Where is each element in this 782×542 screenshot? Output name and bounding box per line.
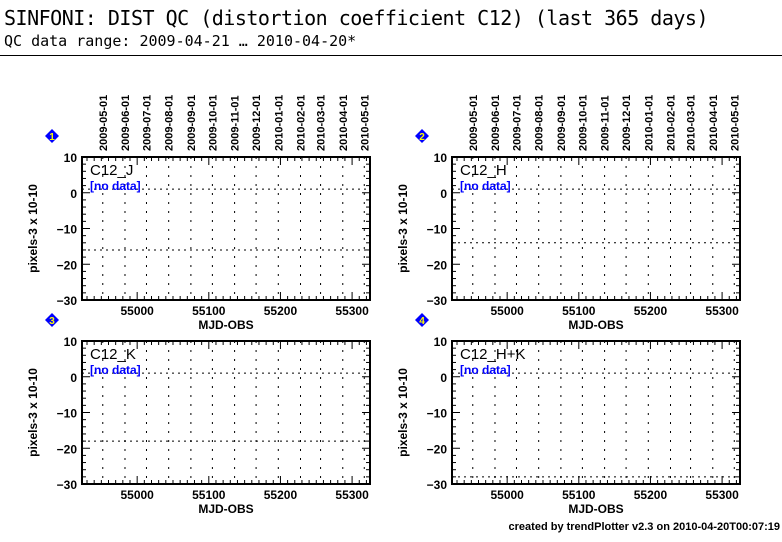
panel-label: C12_H <box>460 162 507 179</box>
x-tick-label: 55200 <box>264 488 298 502</box>
x-axis-label: MJD-OBS <box>568 502 623 516</box>
y-tick-label: −10 <box>427 407 448 421</box>
date-tick-label: 2010-05-01 <box>729 95 741 151</box>
y-axis-label: pixels-3 x 10-10 <box>396 368 410 457</box>
y-tick-label: −20 <box>427 442 448 456</box>
footer-credit: created by trendPlotter v2.3 on 2010-04-… <box>508 521 780 533</box>
y-tick-label: −20 <box>57 258 78 272</box>
x-tick-label: 55000 <box>490 304 524 318</box>
panel-1: 55000 55100 55200 55300 10 0 −10 −20 −30 MJD-OBS p… <box>26 95 371 332</box>
x-axis-label: MJD-OBS <box>198 318 253 332</box>
x-tick-label: 55200 <box>634 304 668 318</box>
x-tick-label: 55100 <box>562 304 596 318</box>
y-tick-label: −20 <box>427 258 448 272</box>
date-tick-label: 2009-10-01 <box>207 95 219 151</box>
title-divider <box>0 55 782 56</box>
date-tick-label: 2010-01-01 <box>643 95 655 151</box>
x-tick-label: 55100 <box>192 304 226 318</box>
x-tick-label: 55300 <box>705 488 739 502</box>
panel-4: 55000 55100 55200 55300 10 0 −10 −20 −30 MJD-OBS p… <box>396 313 741 516</box>
y-tick-label: 0 <box>70 371 77 385</box>
x-tick-label: 55100 <box>562 488 596 502</box>
date-tick-label: 2009-10-01 <box>577 95 589 151</box>
panel-number-badge-icon <box>45 129 59 143</box>
x-tick-label: 55000 <box>120 488 154 502</box>
date-tick-label: 2009-06-01 <box>120 95 132 151</box>
y-tick-label: 10 <box>64 151 78 165</box>
y-tick-label: 0 <box>440 371 447 385</box>
x-tick-label: 55200 <box>634 488 668 502</box>
panel-number-badge-icon <box>415 313 429 327</box>
y-tick-label: 0 <box>70 187 77 201</box>
y-tick-label: 0 <box>440 187 447 201</box>
date-tick-label: 2009-09-01 <box>186 95 198 151</box>
date-tick-label: 2009-08-01 <box>164 95 176 151</box>
no-data-label: [no data] <box>90 179 141 193</box>
y-tick-label: 10 <box>434 151 448 165</box>
panel-2: 55000 55100 55200 55300 10 0 −10 −20 −30 MJD-OBS p… <box>396 95 741 332</box>
no-data-label: [no data] <box>460 179 511 193</box>
y-tick-label: −30 <box>57 294 78 308</box>
y-tick-label: −30 <box>57 478 78 492</box>
x-tick-label: 55000 <box>120 304 154 318</box>
date-tick-label: 2009-12-01 <box>621 95 633 151</box>
date-tick-label: 2010-04-01 <box>708 95 720 151</box>
panel-number: 3 <box>49 316 55 327</box>
x-tick-label: 55000 <box>490 488 524 502</box>
panel-number: 1 <box>49 132 55 143</box>
no-data-label: [no data] <box>90 363 141 377</box>
date-tick-label: 2010-05-01 <box>359 95 371 151</box>
date-tick-label: 2009-07-01 <box>511 95 523 151</box>
date-tick-label: 2010-01-01 <box>273 95 285 151</box>
date-tick-label: 2010-02-01 <box>296 95 308 151</box>
date-tick-label: 2009-07-01 <box>141 95 153 151</box>
y-axis-label: pixels-3 x 10-10 <box>26 368 40 457</box>
no-data-label: [no data] <box>460 363 511 377</box>
y-tick-label: −10 <box>427 223 448 237</box>
x-tick-label: 55300 <box>335 304 369 318</box>
x-tick-label: 55100 <box>192 488 226 502</box>
date-tick-label: 2010-03-01 <box>686 95 698 151</box>
panel-number: 4 <box>419 316 425 327</box>
date-tick-label: 2009-05-01 <box>98 95 110 151</box>
date-tick-label: 2009-11-01 <box>230 95 242 151</box>
panel-number: 2 <box>419 132 425 143</box>
panel-number-badge-icon <box>45 313 59 327</box>
date-tick-label: 2009-11-01 <box>600 95 612 151</box>
y-tick-label: −30 <box>427 478 448 492</box>
x-tick-label: 55300 <box>335 488 369 502</box>
panel-3: 55000 55100 55200 55300 10 0 −10 −20 −30 MJD-OBS p… <box>26 313 371 516</box>
y-tick-label: −10 <box>57 223 78 237</box>
y-axis-label: pixels-3 x 10-10 <box>26 184 40 273</box>
date-tick-label: 2009-05-01 <box>468 95 480 151</box>
date-tick-label: 2010-04-01 <box>338 95 350 151</box>
y-tick-label: −20 <box>57 442 78 456</box>
y-tick-label: −10 <box>57 407 78 421</box>
page-subtitle: QC data range: 2009-04-21 … 2010-04-20* <box>4 32 357 50</box>
panel-number-badge-icon <box>415 129 429 143</box>
y-tick-label: −30 <box>427 294 448 308</box>
y-tick-label: 10 <box>64 335 78 349</box>
x-axis-label: MJD-OBS <box>568 318 623 332</box>
panel-label: C12_H+K <box>460 346 525 363</box>
date-tick-label: 2009-09-01 <box>556 95 568 151</box>
x-axis-label: MJD-OBS <box>198 502 253 516</box>
page-title: SINFONI: DIST QC (distortion coefficient… <box>4 6 709 30</box>
panel-label: C12_K <box>90 346 136 363</box>
panel-label: C12_J <box>90 162 133 179</box>
y-tick-label: 10 <box>434 335 448 349</box>
date-tick-label: 2009-12-01 <box>251 95 263 151</box>
x-tick-label: 55200 <box>264 304 298 318</box>
x-tick-label: 55300 <box>705 304 739 318</box>
date-tick-label: 2010-03-01 <box>316 95 328 151</box>
date-tick-label: 2009-06-01 <box>490 95 502 151</box>
date-tick-label: 2010-02-01 <box>666 95 678 151</box>
y-axis-label: pixels-3 x 10-10 <box>396 184 410 273</box>
date-tick-label: 2009-08-01 <box>534 95 546 151</box>
